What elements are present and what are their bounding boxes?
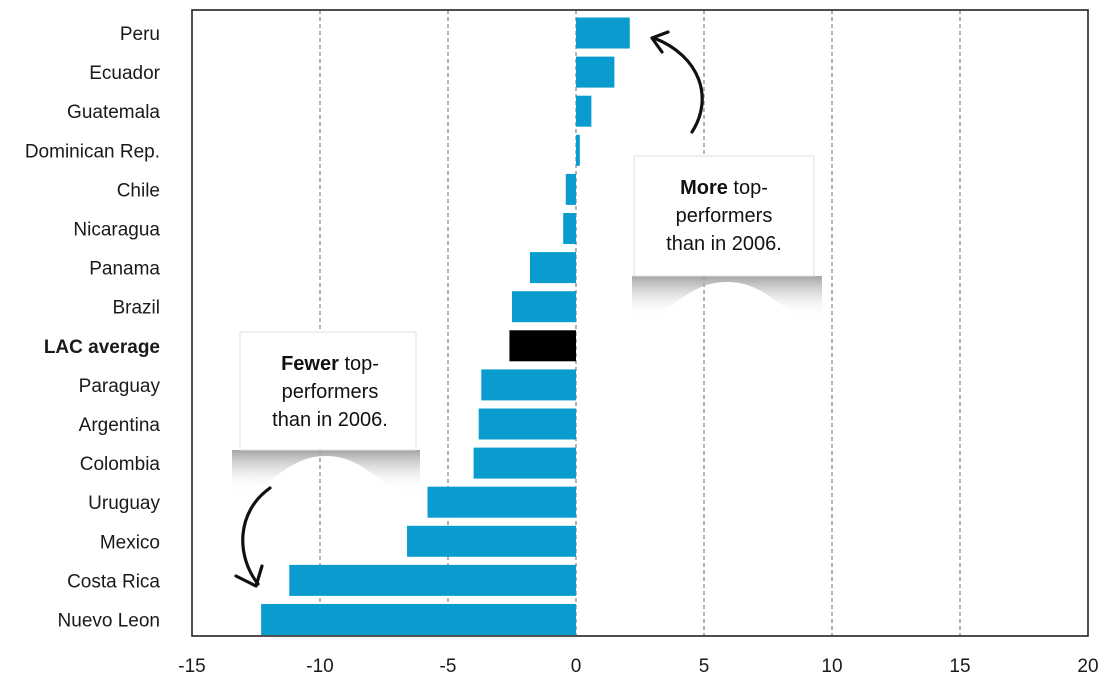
- bar: [407, 525, 576, 557]
- plot-frame: [191, 9, 1089, 637]
- category-label: Argentina: [79, 415, 161, 436]
- bar: [576, 95, 592, 127]
- callout-fewer-bold: Fewer: [281, 353, 339, 375]
- category-label: Ecuador: [89, 63, 160, 84]
- callout-fewer-box: [239, 331, 417, 451]
- bar: [261, 604, 576, 635]
- bar: [427, 486, 576, 518]
- category-label: Guatemala: [67, 102, 160, 123]
- x-tick-label: -5: [440, 656, 457, 677]
- callout-more-line2: performers: [676, 205, 773, 227]
- bar: [512, 291, 576, 323]
- callout-fewer-rest: top-: [339, 353, 379, 375]
- bar: [576, 17, 630, 49]
- callout-fewer-arrow: [241, 486, 272, 586]
- category-label: Paraguay: [79, 376, 161, 397]
- callout-more-arrowhead: [650, 30, 670, 54]
- category-label: Brazil: [112, 298, 160, 319]
- x-tick-label: 0: [571, 656, 582, 677]
- callout-more-rest: top-: [728, 177, 768, 199]
- category-label: LAC average: [44, 337, 160, 358]
- x-tick-label: 5: [699, 656, 710, 677]
- x-tick-label: -10: [306, 656, 333, 677]
- bar: [565, 173, 576, 205]
- bar: [529, 252, 576, 284]
- x-tick-label: -15: [178, 656, 205, 677]
- category-labels: Peru Ecuador Guatemala Dominican Rep. Chile N…: [25, 24, 161, 632]
- callout-fewer-line2: performers: [282, 381, 379, 403]
- callout-more-bold: More: [680, 177, 728, 199]
- category-label: Colombia: [80, 454, 161, 475]
- bar: [481, 369, 576, 401]
- bar: [289, 564, 576, 596]
- callout-fewer-line1: Fewer top-: [281, 353, 379, 375]
- category-label: Uruguay: [88, 493, 160, 514]
- bar: [478, 408, 576, 440]
- callout-more-arrow: [652, 36, 704, 134]
- category-label: Peru: [120, 24, 160, 45]
- category-label: Chile: [117, 180, 160, 201]
- x-tick-labels: -15 -10 -5 0 5 10 15 20: [178, 656, 1098, 677]
- callout-fewer-line3: than in 2006.: [272, 409, 388, 431]
- category-label: Mexico: [100, 532, 160, 553]
- callout-fewer: Fewer top- performers than in 2006.: [232, 331, 420, 588]
- callout-more-shadow: [632, 276, 822, 318]
- callout-more: More top- performers than in 2006.: [632, 30, 822, 318]
- bar: [563, 213, 576, 244]
- bar: [509, 330, 576, 362]
- x-tick-label: 15: [949, 656, 970, 677]
- callout-more-line3: than in 2006.: [666, 233, 782, 255]
- callout-more-box: [633, 155, 815, 277]
- category-label: Dominican Rep.: [25, 141, 160, 162]
- x-tick-label: 20: [1077, 656, 1098, 677]
- bar: [473, 447, 576, 479]
- bar: [576, 134, 580, 166]
- bars: [261, 17, 630, 635]
- category-label: Nicaragua: [73, 220, 160, 241]
- category-label: Nuevo Leon: [58, 611, 160, 632]
- bar: [576, 56, 615, 88]
- callout-more-line1: More top-: [680, 177, 768, 199]
- callout-fewer-arrowhead: [234, 564, 264, 588]
- category-label: Costa Rica: [67, 571, 160, 592]
- category-label: Panama: [89, 259, 160, 280]
- x-tick-label: 10: [821, 656, 842, 677]
- callout-fewer-shadow: [232, 450, 420, 492]
